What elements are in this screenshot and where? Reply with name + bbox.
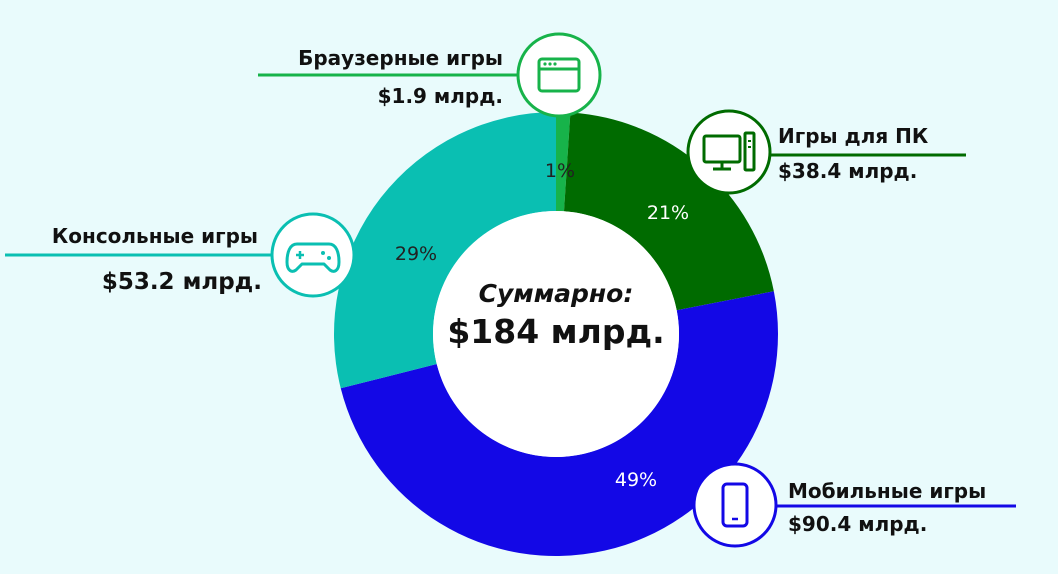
- total-label: Суммарно:: [479, 279, 634, 308]
- slice-console: [334, 111, 556, 389]
- gamepad-icon: [270, 212, 356, 298]
- smartphone-icon: [692, 462, 778, 548]
- callout-console: Консольные игры $53.2 млрд.: [5, 212, 356, 298]
- mobile-amount-label: $90.4 млрд.: [788, 512, 927, 536]
- pc-amount-label: $38.4 млрд.: [778, 159, 917, 183]
- slice-pc: [563, 112, 774, 311]
- donut-slices: [334, 111, 779, 557]
- browser-name-label: Браузерные игры: [298, 46, 503, 70]
- slice-mobile: [340, 291, 779, 557]
- percent-label-mobile: 49%: [615, 469, 657, 491]
- percent-label-pc: 21%: [647, 202, 689, 224]
- donut-center: [433, 211, 679, 457]
- desktop-computer-icon: [686, 109, 772, 195]
- callout-browser: Браузерные игры $1.9 млрд.: [258, 32, 602, 118]
- callout-pc: Игры для ПК $38.4 млрд.: [686, 109, 966, 195]
- percent-label-console: 29%: [395, 243, 437, 265]
- slice-browser: [556, 112, 571, 212]
- percent-label-browser: 1%: [545, 160, 575, 182]
- browser-window-icon: [516, 32, 602, 118]
- mobile-name-label: Мобильные игры: [788, 479, 986, 503]
- callout-mobile: Мобильные игры $90.4 млрд.: [692, 462, 1016, 548]
- pc-name-label: Игры для ПК: [778, 124, 929, 148]
- total-value: $184 млрд.: [447, 312, 664, 351]
- console-name-label: Консольные игры: [52, 224, 258, 248]
- console-amount-label: $53.2 млрд.: [102, 269, 262, 295]
- browser-amount-label: $1.9 млрд.: [378, 84, 503, 108]
